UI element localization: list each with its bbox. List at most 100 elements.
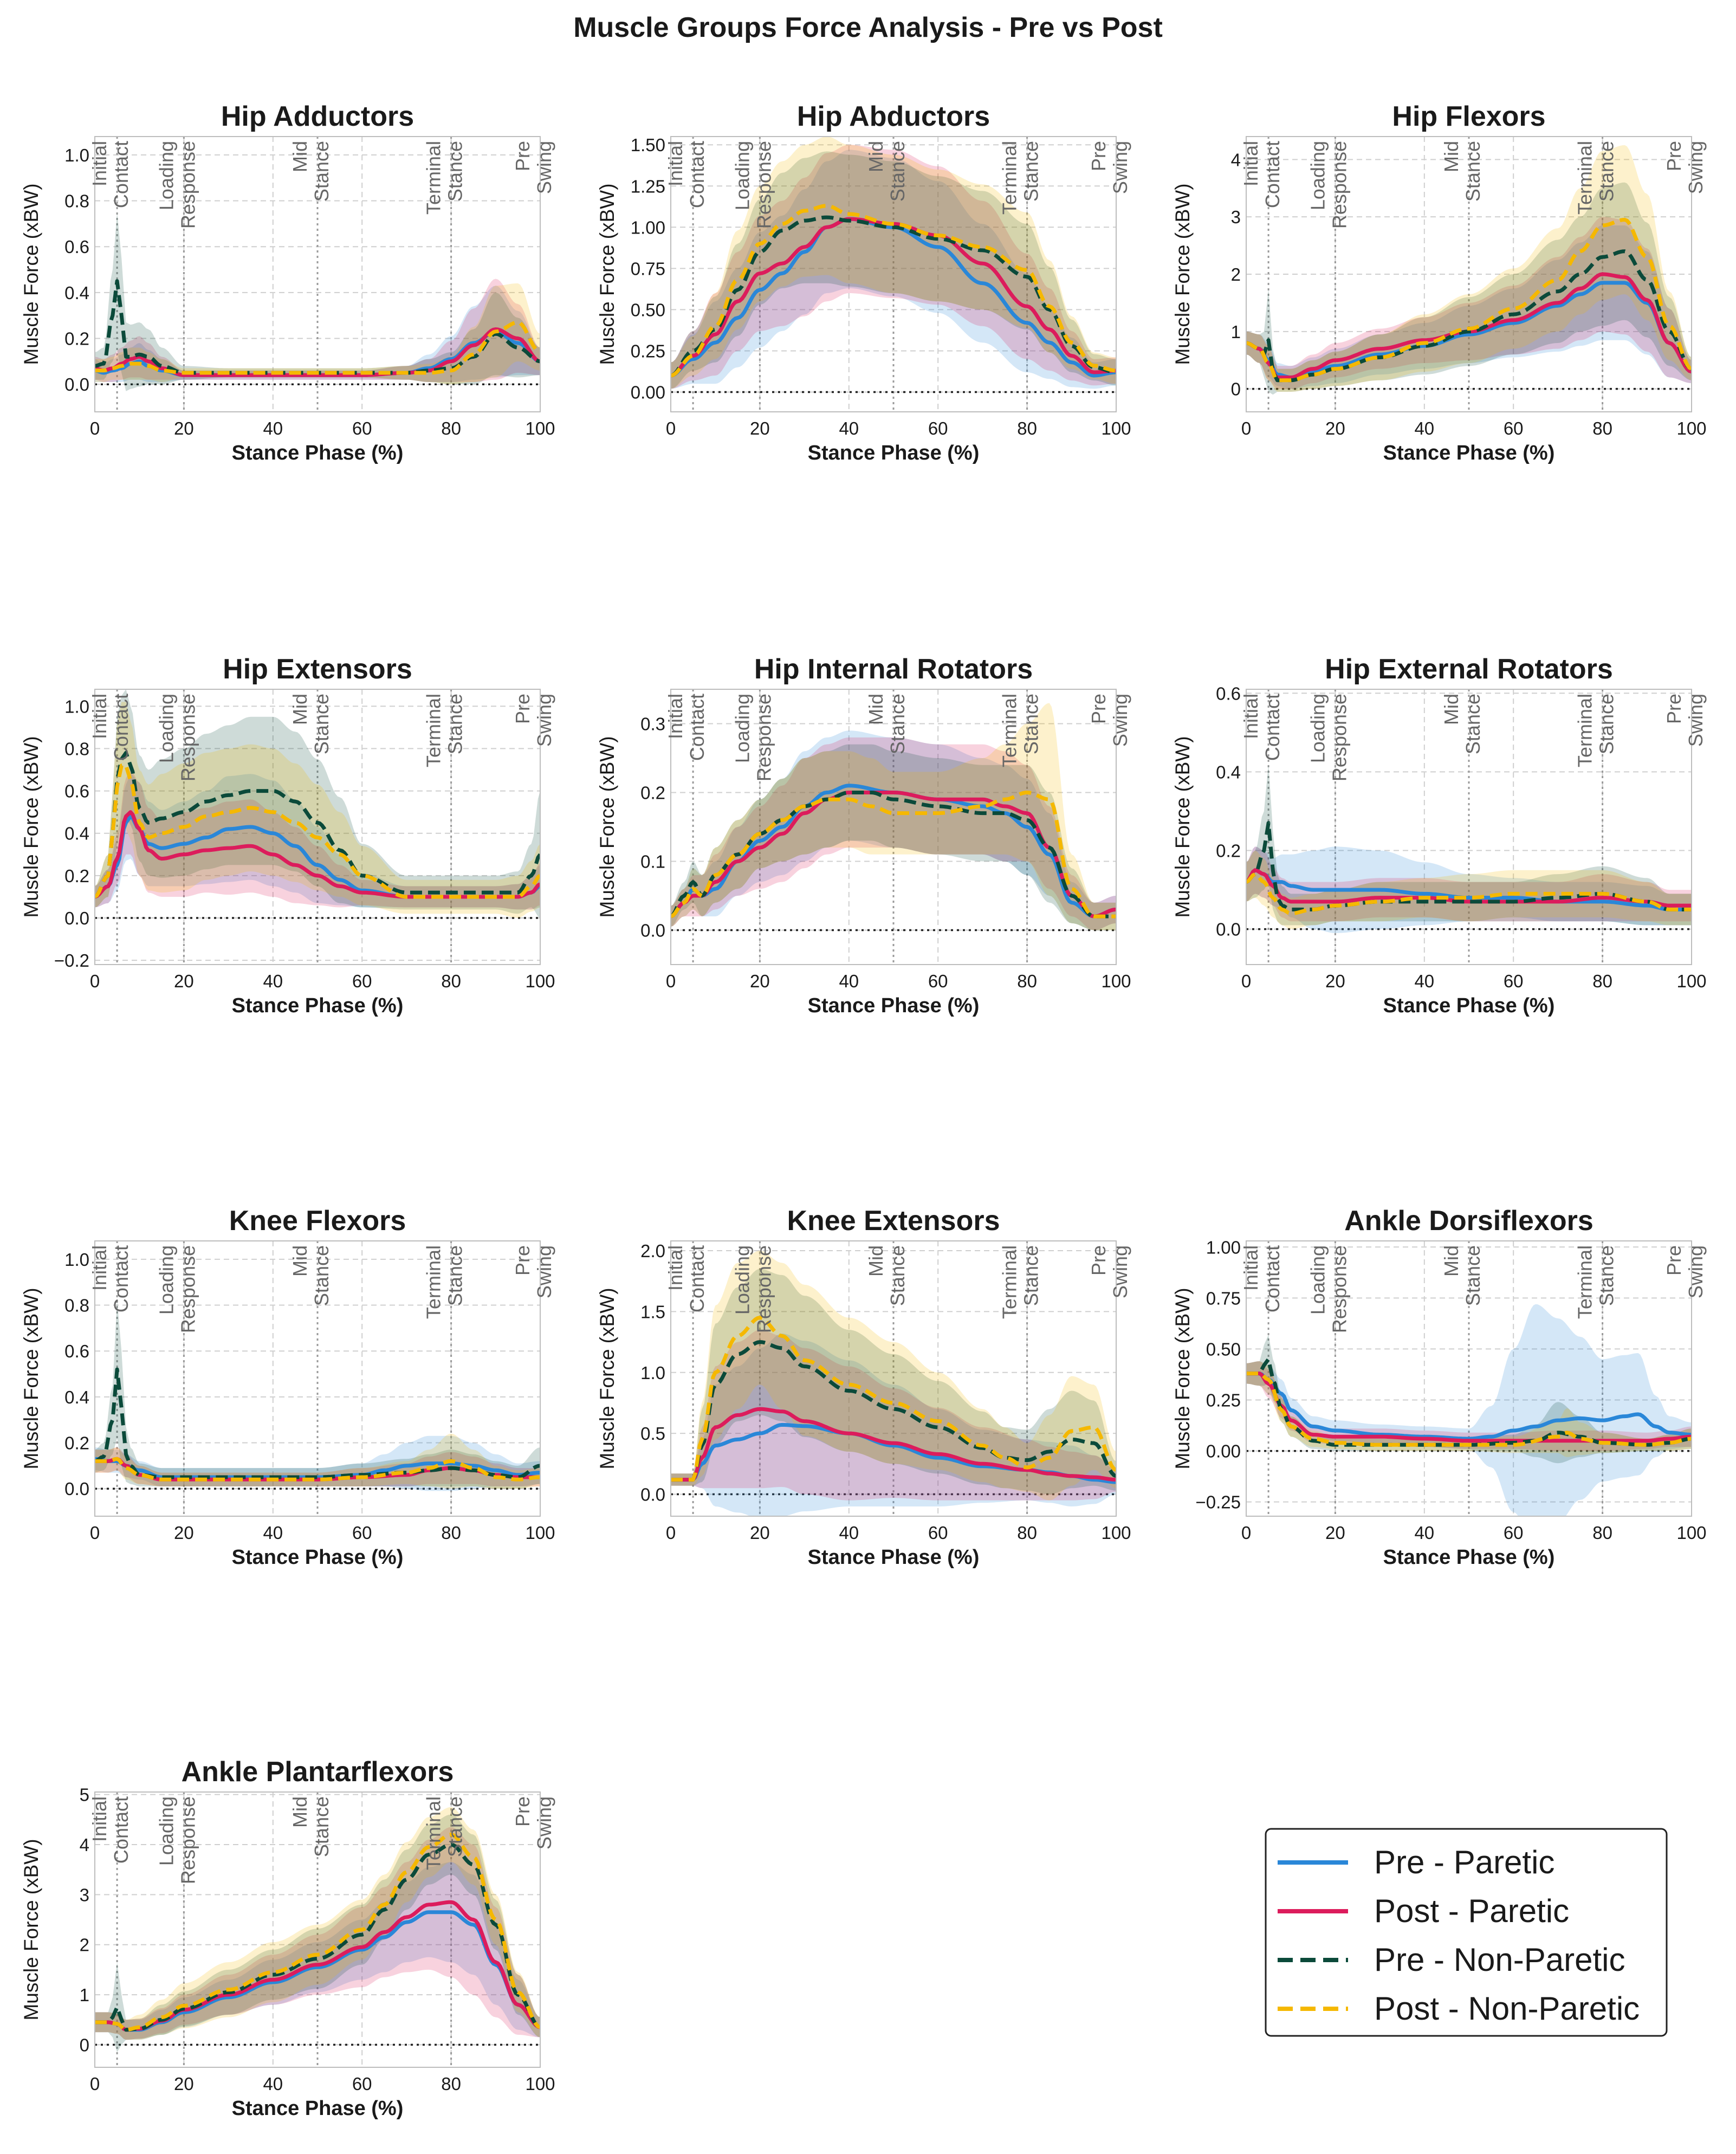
phase-label: InitialContact (1240, 141, 1284, 208)
phase-label: MidStance (289, 141, 333, 202)
figure-title: Muscle Groups Force Analysis - Pre vs Po… (573, 12, 1163, 43)
y-tick-label: 0.6 (64, 1341, 89, 1361)
y-tick-label: 1 (80, 1985, 89, 2005)
phase-label: PreSwing (1087, 1245, 1131, 1298)
chart-panels: InitialContact LoadingResponse MidStance Te… (20, 101, 1707, 2120)
y-tick-label: 2.0 (640, 1241, 665, 1261)
plot-data (95, 689, 540, 919)
phase-label: LoadingResponse (155, 141, 199, 229)
pre-nonparetic-line (95, 1367, 540, 1479)
y-tick-label: 1.0 (64, 696, 89, 716)
x-tick-label: 40 (263, 418, 283, 438)
y-tick-label: 0.75 (1206, 1288, 1241, 1308)
x-tick-label: 80 (441, 1523, 461, 1543)
x-tick-label: 60 (1504, 418, 1524, 438)
y-tick-label: 1.00 (631, 217, 665, 237)
post-nonparetic-band (95, 1433, 540, 1489)
post-paretic-line (671, 1407, 1116, 1482)
y-axis-label: Muscle Force (xBW) (1171, 736, 1194, 917)
y-axis-label: Muscle Force (xBW) (1171, 183, 1194, 365)
phase-label: PreSwing (1663, 141, 1707, 194)
x-tick-label: 40 (1414, 971, 1434, 991)
chart-title: Ankle Dorsiflexors (1344, 1205, 1594, 1237)
phase-label: LoadingResponse (731, 141, 775, 229)
chart-panel: InitialContact LoadingResponse MidStance Te… (20, 654, 555, 1017)
y-tick-label: 1.0 (64, 1250, 89, 1270)
y-tick-label: 0.0 (64, 374, 89, 394)
phase-label: PreSwing (511, 1796, 555, 1849)
post-paretic-line (95, 810, 540, 899)
chart-title: Knee Flexors (229, 1205, 406, 1237)
pre-nonparetic-band (671, 744, 1116, 930)
post-nonparetic-line (671, 204, 1116, 378)
plot-data (95, 1807, 540, 2053)
x-tick-label: 80 (1592, 971, 1612, 991)
phase-label: TerminalStance (1574, 141, 1618, 215)
x-tick-label: 60 (352, 2074, 372, 2094)
y-tick-label: 0.2 (64, 866, 89, 886)
x-axis-label: Stance Phase (%) (232, 442, 404, 464)
pre-paretic-band (1246, 846, 1692, 933)
legend-label: Pre - Paretic (1374, 1844, 1554, 1880)
post-paretic-band (671, 737, 1116, 930)
y-tick-label: 0.0 (640, 1485, 665, 1505)
pre-paretic-line (1246, 868, 1692, 911)
post-nonparetic-line (1246, 872, 1692, 916)
chart-title: Hip Abductors (797, 101, 990, 132)
phase-label: TerminalStance (423, 141, 467, 215)
x-tick-label: 0 (90, 2074, 100, 2094)
pre-paretic-band (671, 150, 1116, 389)
phase-label: TerminalStance (423, 1796, 467, 1870)
y-tick-label: 0.8 (64, 739, 89, 759)
x-tick-label: 80 (441, 2074, 461, 2094)
x-tick-label: 0 (666, 1523, 676, 1543)
y-tick-label: 5 (80, 1785, 89, 1805)
plot-frame (670, 136, 1117, 412)
x-tick-label: 80 (441, 418, 461, 438)
legend-label: Post - Non-Paretic (1374, 1990, 1640, 2027)
phase-label: TerminalStance (999, 694, 1042, 767)
plot-frame (1246, 689, 1692, 965)
x-tick-label: 0 (90, 1523, 100, 1543)
y-tick-label: 1.00 (1206, 1237, 1241, 1257)
y-tick-label: 0.50 (1206, 1339, 1241, 1359)
post-paretic-band (95, 1827, 540, 2040)
phase-label: LoadingResponse (155, 1796, 199, 1884)
post-nonparetic-band (1246, 850, 1692, 929)
y-tick-label: 0.6 (64, 237, 89, 257)
phase-label: InitialContact (664, 141, 708, 208)
y-tick-label: 0 (80, 2035, 89, 2055)
x-tick-label: 100 (1676, 1523, 1706, 1543)
y-tick-label: 0.4 (64, 1387, 89, 1407)
x-tick-label: 100 (1101, 1523, 1131, 1543)
phase-label: MidStance (289, 1245, 333, 1306)
x-tick-label: 80 (441, 971, 461, 991)
pre-paretic-line (1246, 1372, 1692, 1441)
y-tick-label: 0.0 (1216, 920, 1241, 940)
post-nonparetic-line (95, 1833, 540, 2032)
phase-label: TerminalStance (423, 694, 467, 767)
y-tick-label: 0.0 (64, 908, 89, 928)
chart-title: Ankle Plantarflexors (182, 1756, 454, 1788)
plot-frame (670, 1240, 1117, 1517)
phase-label: MidStance (289, 694, 333, 754)
plot-data (1246, 145, 1692, 395)
y-axis-label: Muscle Force (xBW) (596, 183, 618, 365)
x-tick-label: 60 (352, 971, 372, 991)
y-axis-label: Muscle Force (xBW) (20, 1288, 42, 1469)
x-tick-label: 20 (174, 418, 194, 438)
x-tick-label: 100 (525, 971, 555, 991)
x-axis-label: Stance Phase (%) (232, 994, 404, 1017)
y-tick-label: 0.00 (1206, 1441, 1241, 1461)
x-tick-label: 20 (1325, 971, 1345, 991)
y-tick-label: 0.4 (64, 283, 89, 303)
phase-label: InitialContact (1240, 1245, 1284, 1312)
phase-label: LoadingResponse (1306, 1245, 1350, 1333)
chart-title: Hip Flexors (1392, 101, 1545, 132)
post-nonparetic-band (671, 137, 1116, 389)
post-paretic-band (1246, 217, 1692, 389)
pre-nonparetic-band (95, 1814, 540, 2053)
x-tick-label: 60 (1504, 1523, 1524, 1543)
phase-label: TerminalStance (423, 1245, 467, 1319)
